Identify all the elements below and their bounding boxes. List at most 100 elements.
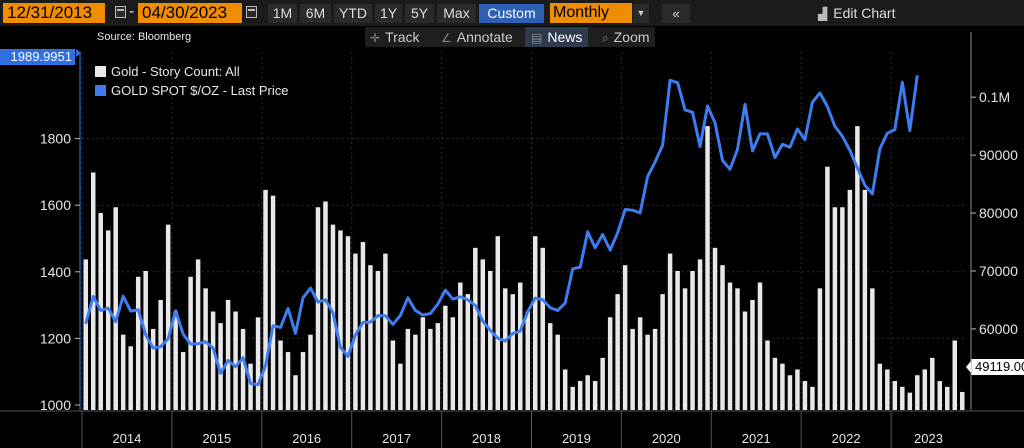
story-count-bar[interactable]: [652, 328, 658, 410]
start-date-input[interactable]: 12/31/2013: [3, 3, 105, 23]
story-count-bar[interactable]: [600, 357, 605, 410]
story-count-bar[interactable]: [540, 247, 545, 410]
story-count-bar[interactable]: [450, 317, 456, 410]
story-count-bar[interactable]: [278, 340, 283, 410]
story-count-bar[interactable]: [742, 311, 748, 410]
story-count-bar[interactable]: [592, 381, 598, 410]
story-count-bar[interactable]: [840, 207, 845, 410]
story-count-bar[interactable]: [458, 282, 463, 410]
period-button-1m[interactable]: 1M: [268, 4, 297, 23]
story-count-bar[interactable]: [165, 224, 171, 410]
story-count-bar[interactable]: [503, 288, 508, 410]
story-count-bar[interactable]: [525, 311, 530, 410]
period-button-custom[interactable]: Custom: [479, 4, 544, 23]
story-count-bar[interactable]: [255, 317, 261, 410]
story-count-bar[interactable]: [772, 357, 778, 410]
story-count-bar[interactable]: [877, 363, 883, 410]
edit-chart-button[interactable]: ▟ Edit Chart: [818, 4, 895, 23]
story-count-bar[interactable]: [960, 391, 965, 410]
story-count-bar[interactable]: [780, 363, 785, 410]
story-count-bar[interactable]: [570, 386, 575, 410]
story-count-bar[interactable]: [90, 172, 96, 410]
story-count-bar[interactable]: [518, 282, 523, 410]
story-count-bar[interactable]: [398, 363, 403, 410]
story-count-bar[interactable]: [630, 328, 635, 410]
story-count-bar[interactable]: [203, 288, 208, 410]
story-count-bar[interactable]: [120, 334, 126, 410]
legend-entry-gold-price[interactable]: GOLD SPOT $/OZ - Last Price: [95, 81, 288, 100]
story-count-bar[interactable]: [435, 323, 441, 410]
calendar-icon[interactable]: [115, 6, 126, 18]
story-count-bar[interactable]: [555, 334, 560, 410]
story-count-bar[interactable]: [720, 265, 725, 410]
story-count-bar[interactable]: [270, 195, 276, 410]
story-count-bar[interactable]: [690, 270, 695, 410]
story-count-bar[interactable]: [488, 270, 493, 410]
story-count-bar[interactable]: [233, 311, 238, 410]
calendar-icon[interactable]: [246, 6, 257, 18]
story-count-bar[interactable]: [952, 340, 958, 410]
news-tool[interactable]: ▤ News: [525, 27, 589, 47]
story-count-bar[interactable]: [577, 381, 583, 410]
story-count-bar[interactable]: [105, 230, 111, 410]
story-count-bar[interactable]: [368, 265, 373, 410]
gold-price-line[interactable]: [84, 75, 919, 387]
story-count-bar[interactable]: [532, 236, 538, 410]
story-count-bar[interactable]: [158, 299, 163, 410]
story-count-bar[interactable]: [885, 369, 890, 410]
story-count-bar[interactable]: [263, 189, 268, 410]
story-count-bar[interactable]: [855, 126, 860, 411]
story-count-bar[interactable]: [315, 207, 321, 410]
story-count-bar[interactable]: [180, 352, 186, 410]
story-count-bar[interactable]: [173, 311, 178, 410]
story-count-bar[interactable]: [945, 386, 950, 410]
story-count-bar[interactable]: [892, 381, 898, 410]
story-count-bar[interactable]: [637, 317, 643, 410]
story-count-bar[interactable]: [795, 369, 800, 410]
story-count-bar[interactable]: [225, 299, 231, 410]
story-count-bar[interactable]: [83, 259, 88, 410]
story-count-bar[interactable]: [847, 189, 853, 410]
story-count-bar[interactable]: [420, 317, 426, 410]
story-count-bar[interactable]: [360, 242, 366, 410]
dropdown-arrow-icon[interactable]: ▼: [633, 4, 649, 23]
story-count-bar[interactable]: [375, 270, 381, 410]
story-count-bar[interactable]: [712, 247, 718, 410]
collapse-button[interactable]: «: [662, 4, 690, 23]
period-button-ytd[interactable]: YTD: [334, 4, 372, 23]
story-count-bar[interactable]: [802, 381, 808, 410]
story-count-bar[interactable]: [465, 294, 471, 410]
story-count-bar[interactable]: [870, 288, 875, 410]
story-count-bar[interactable]: [907, 392, 913, 410]
story-count-bar[interactable]: [682, 288, 688, 410]
story-count-bar[interactable]: [128, 346, 133, 410]
annotate-tool[interactable]: ∠ Annotate: [441, 27, 513, 47]
story-count-bar[interactable]: [413, 334, 418, 410]
story-count-bar[interactable]: [218, 323, 223, 410]
story-count-bar[interactable]: [210, 311, 216, 410]
period-button-max[interactable]: Max: [437, 4, 476, 23]
end-date-input[interactable]: 04/30/2023: [138, 3, 242, 23]
story-count-bar[interactable]: [585, 375, 590, 410]
story-count-bar[interactable]: [832, 207, 838, 410]
story-count-bar[interactable]: [248, 363, 253, 410]
frequency-select[interactable]: Monthly: [550, 3, 632, 23]
story-count-bar[interactable]: [480, 259, 486, 410]
story-count-bar[interactable]: [383, 253, 388, 410]
period-button-1y[interactable]: 1Y: [375, 4, 402, 23]
story-count-bar[interactable]: [345, 236, 351, 410]
story-count-bar[interactable]: [338, 230, 343, 410]
story-count-bar[interactable]: [660, 294, 665, 410]
story-count-bar[interactable]: [750, 299, 755, 410]
story-count-bar[interactable]: [428, 328, 433, 410]
story-count-bar[interactable]: [240, 328, 246, 410]
zoom-tool[interactable]: ⌕ Zoom: [602, 27, 650, 47]
story-count-bar[interactable]: [195, 259, 201, 410]
story-count-bar[interactable]: [353, 253, 358, 410]
period-button-5y[interactable]: 5Y: [405, 4, 434, 23]
story-count-bar[interactable]: [930, 357, 935, 410]
story-count-bar[interactable]: [825, 166, 830, 410]
story-count-bar[interactable]: [308, 334, 313, 410]
story-count-bar[interactable]: [562, 369, 568, 410]
story-count-bar[interactable]: [645, 334, 650, 410]
